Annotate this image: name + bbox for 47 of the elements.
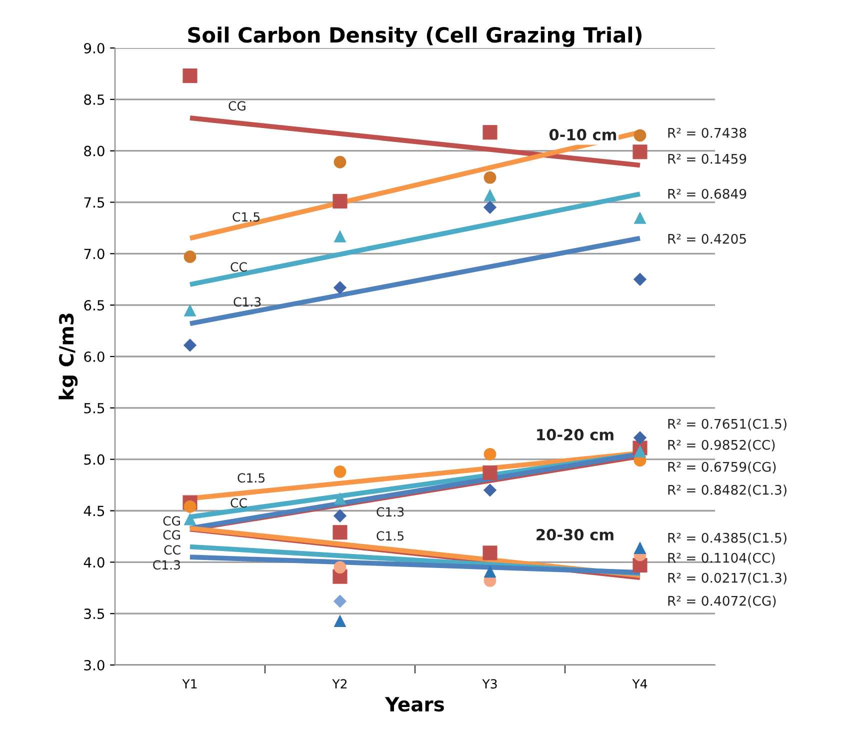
x-tick-label: Y2 xyxy=(332,679,347,688)
series-label: C1.3 xyxy=(234,297,261,307)
annotation: R² = 0.7651(C1.5) xyxy=(668,418,786,430)
chart-title: Soil Carbon Density (Cell Grazing Trial) xyxy=(188,26,642,47)
annotation: R² = 0.7438 xyxy=(668,128,746,138)
series-label: C1.5 xyxy=(238,473,265,483)
series-label: C1.3 xyxy=(153,560,180,570)
y-tick-label: 7.5 xyxy=(84,197,104,208)
annotation: R² = 0.9852(CC) xyxy=(668,440,775,452)
x-tick-label: Y4 xyxy=(632,679,648,688)
series-label: C1.5 xyxy=(376,531,404,541)
annotation: R² = 0.1104(CC) xyxy=(668,552,775,564)
x-tick-label: Y1 xyxy=(182,679,197,688)
annotation: R² = 0.4205 xyxy=(668,234,746,244)
series-label: C1.5 xyxy=(232,212,260,222)
y-tick-label: 6.5 xyxy=(84,300,104,311)
y-tick-label: 3.5 xyxy=(84,608,104,620)
y-tick-label: 9.0 xyxy=(84,42,104,54)
annotation: R² = 0.4072(CG) xyxy=(668,596,776,608)
y-tick-label: 7.0 xyxy=(84,248,104,260)
y-tick-label: 5.5 xyxy=(84,403,104,414)
y-tick-label: 4.0 xyxy=(84,557,104,568)
x-axis-title: Years xyxy=(384,697,444,712)
x-tick-label: Y3 xyxy=(482,679,497,689)
series-label: CC xyxy=(230,498,247,508)
y-tick-label: 5.0 xyxy=(84,454,104,465)
y-tick-label: 8.0 xyxy=(84,146,104,156)
series-label: CC xyxy=(230,262,247,272)
series-label: CG xyxy=(163,516,180,526)
annotation: R² = 0.6849 xyxy=(668,188,746,199)
y-tick-label: 4.5 xyxy=(84,506,104,516)
y-tick-label: 6.0 xyxy=(84,351,104,362)
series-label: C1.3 xyxy=(376,507,404,517)
y-tick-label: 8.5 xyxy=(84,94,104,105)
y-tick-label: 3.0 xyxy=(84,660,104,670)
annotation: R² = 0.8482(C1.3) xyxy=(668,484,786,496)
series-label: CG xyxy=(163,530,180,540)
y-axis-title: kg C/m3 xyxy=(58,314,78,400)
series-label: CG xyxy=(228,101,246,111)
series-label: CC xyxy=(164,545,180,555)
annotation: 10-20 cm xyxy=(537,428,614,440)
annotation: R² = 0.4385(C1.5) xyxy=(668,532,786,544)
annotation: 0-10 cm xyxy=(549,128,616,140)
annotation: R² = 0.0217(C1.3) xyxy=(668,572,786,584)
annotation: R² = 0.6759(CG) xyxy=(668,462,776,474)
annotation: R² = 0.1459 xyxy=(668,154,746,164)
annotation: 20-30 cm xyxy=(536,528,614,540)
